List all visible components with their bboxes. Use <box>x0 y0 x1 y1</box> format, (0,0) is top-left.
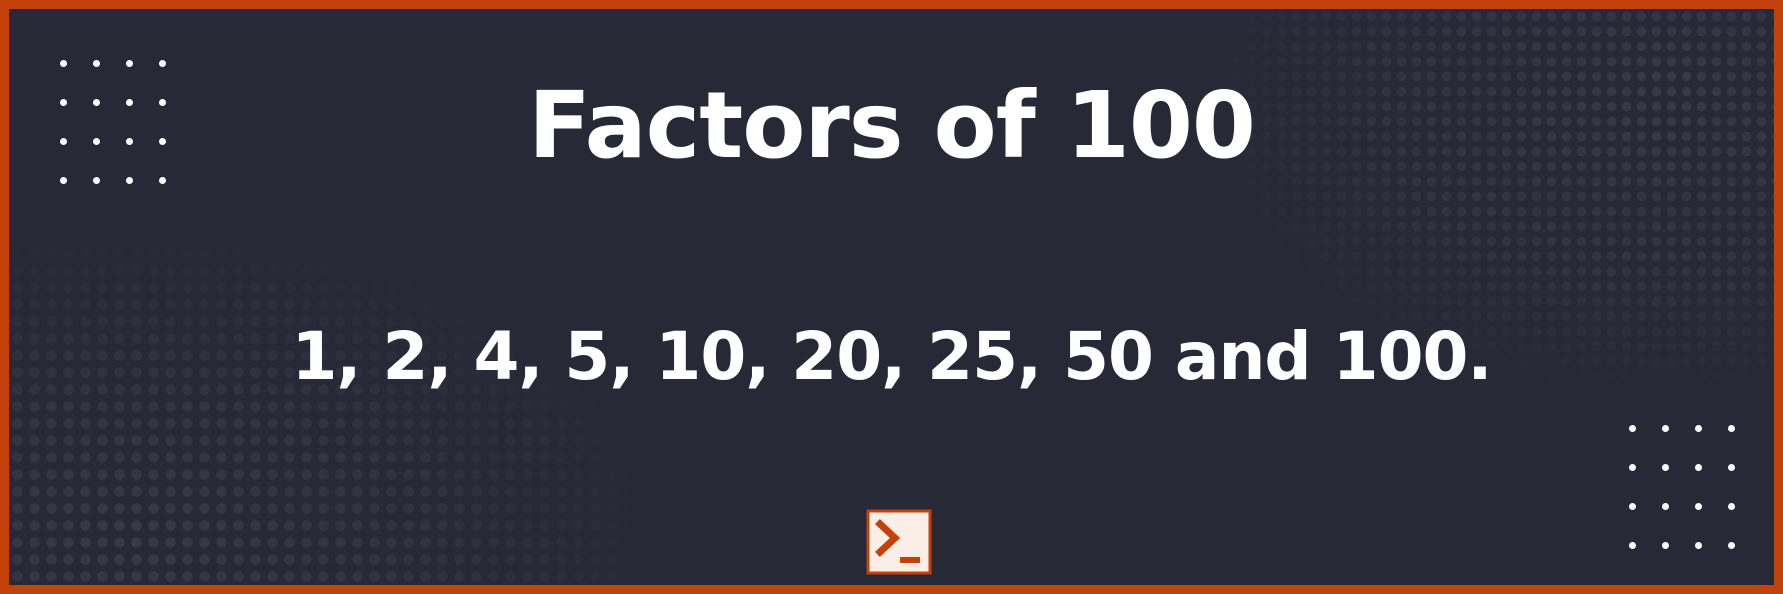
factors-list: 1, 2, 4, 5, 10, 20, 25, 50 and 100. <box>291 318 1493 395</box>
dot-grid-top-left <box>60 60 166 184</box>
dot-grid-bottom-right <box>1629 425 1735 549</box>
halftone-pattern-bottom-left <box>9 245 629 585</box>
terminal-prompt-icon <box>866 509 932 575</box>
page-title: Factors of 100 <box>528 72 1256 179</box>
